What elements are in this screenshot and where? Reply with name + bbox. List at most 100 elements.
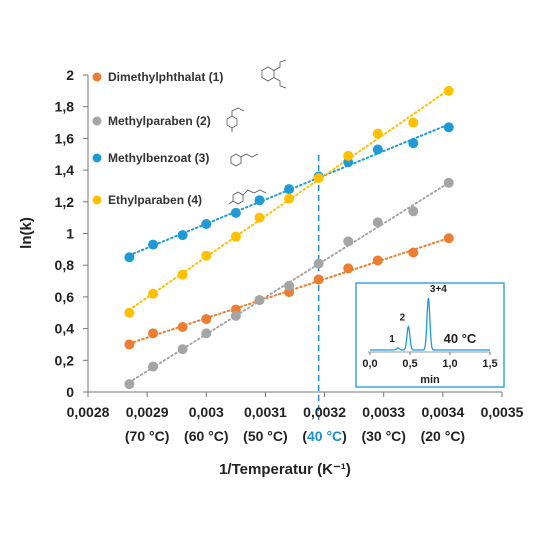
- data-point: [443, 85, 454, 96]
- x-tick-label: 0,003: [189, 404, 224, 420]
- data-point: [148, 361, 159, 372]
- y-tick-label: 0,4: [55, 321, 75, 337]
- y-tick-label: 0,2: [55, 352, 75, 368]
- structure-methylparaben-icon: [226, 107, 245, 132]
- structure-dimethylphthalat-icon: [261, 59, 287, 89]
- temperature-label: (50 °C): [243, 428, 288, 444]
- temperature-labels: (70 °C) (60 °C) (50 °C) (40 °C) (30 °C) (20 °…: [125, 428, 465, 444]
- x-tick-labels: 0,0028 0,0029 0,003 0,0031 0,0032 0,0033 0,003…: [67, 392, 524, 420]
- temperature-label: (40 °C): [302, 428, 347, 444]
- y-tick-label: 1: [66, 226, 74, 242]
- inset-tick-labels: 0,0 0,5 1,0 1,5: [362, 352, 498, 370]
- data-point: [408, 138, 419, 149]
- y-tick-label: 0,8: [55, 257, 75, 273]
- legend-marker: [92, 195, 102, 205]
- x-axis-title: 1/Temperatur (K⁻¹): [219, 461, 351, 478]
- inset-tick-label: 1,5: [482, 358, 497, 370]
- data-point: [313, 274, 324, 285]
- legend-label: Dimethylphthalat (1): [108, 70, 223, 84]
- inset-peak-label: 2: [400, 313, 406, 324]
- data-point: [254, 195, 265, 206]
- data-point: [408, 206, 419, 217]
- inset-tick-label: 0,0: [362, 358, 377, 370]
- data-point: [284, 193, 295, 204]
- data-point: [148, 239, 159, 250]
- data-point: [372, 144, 383, 155]
- inset-chromatogram: 0,0 0,5 1,0 1,5 12 3+4 min 40 °C: [355, 282, 505, 388]
- data-point: [124, 339, 135, 350]
- data-point: [372, 217, 383, 228]
- y-axis-title: ln(k): [18, 217, 35, 249]
- inset-peak-label: 1: [389, 334, 395, 345]
- legend-label: Methylbenzoat (3): [108, 151, 209, 165]
- legend-marker: [92, 72, 102, 82]
- legend-marker: [92, 116, 102, 126]
- x-tick-label: 0,0028: [67, 404, 110, 420]
- data-point: [284, 184, 295, 195]
- inset-frame: [355, 282, 505, 388]
- x-tick-label: 0,0033: [362, 404, 405, 420]
- data-point: [372, 128, 383, 139]
- legend-label: Ethylparaben (4): [108, 193, 202, 207]
- inset-trace: [370, 297, 490, 351]
- y-tick-labels: 0 0,2 0,4 0,6 0,8 1 1,2 1,4 1,6 1,8 2: [55, 67, 88, 400]
- y-tick-label: 1,6: [55, 130, 75, 146]
- y-tick-label: 1,8: [55, 99, 75, 115]
- inset-peak-label: 3+4: [430, 284, 447, 295]
- data-point: [230, 207, 241, 218]
- data-point: [343, 263, 354, 274]
- data-point: [177, 322, 188, 333]
- data-point: [443, 122, 454, 133]
- data-point: [201, 250, 212, 261]
- inset-tick-label: 1,0: [442, 358, 457, 370]
- data-point: [443, 233, 454, 244]
- temperature-label: (20 °C): [421, 428, 466, 444]
- x-tick-label: 0,0035: [481, 404, 524, 420]
- structure-methylbenzoat-icon: [230, 153, 259, 167]
- data-point: [177, 344, 188, 355]
- data-point: [124, 379, 135, 390]
- inset-tick-label: 0,5: [402, 358, 417, 370]
- y-tick-label: 1,2: [55, 194, 75, 210]
- data-point: [254, 212, 265, 223]
- data-point: [408, 117, 419, 128]
- temperature-label: (70 °C): [125, 428, 170, 444]
- data-point: [124, 252, 135, 263]
- data-point: [124, 307, 135, 318]
- temperature-label: (30 °C): [361, 428, 406, 444]
- data-markers: [124, 85, 454, 390]
- data-point: [372, 255, 383, 266]
- x-tick-label: 0,0029: [126, 404, 169, 420]
- data-point: [148, 328, 159, 339]
- temperature-label: (60 °C): [184, 428, 229, 444]
- data-point: [201, 314, 212, 325]
- y-tick-label: 2: [66, 67, 74, 83]
- data-point: [201, 328, 212, 339]
- x-tick-label: 0,0034: [421, 404, 464, 420]
- legend-marker: [92, 153, 102, 163]
- data-point: [254, 295, 265, 306]
- inset-peak-labels: 12 3+4: [389, 284, 447, 345]
- data-point: [201, 218, 212, 229]
- data-point: [284, 280, 295, 291]
- data-point: [148, 288, 159, 299]
- inset-x-label: min: [420, 374, 440, 386]
- data-point: [177, 230, 188, 241]
- data-point: [230, 310, 241, 321]
- data-point: [313, 258, 324, 269]
- y-tick-label: 0,6: [55, 289, 75, 305]
- legend: Dimethylphthalat (1) Methylparaben (2) Met…: [92, 70, 223, 207]
- data-point: [177, 269, 188, 280]
- data-point: [313, 173, 324, 184]
- inset-temperature: 40 °C: [444, 331, 477, 346]
- data-point: [343, 150, 354, 161]
- data-point: [230, 231, 241, 242]
- x-tick-label: 0,0031: [244, 404, 287, 420]
- y-tick-label: 1,4: [55, 162, 75, 178]
- structure-ethylparaben-icon: [228, 189, 267, 205]
- x-tick-label: 0,0032: [303, 404, 346, 420]
- legend-label: Methylparaben (2): [108, 114, 211, 128]
- y-tick-label: 0: [66, 384, 74, 400]
- data-point: [408, 247, 419, 258]
- data-point: [343, 236, 354, 247]
